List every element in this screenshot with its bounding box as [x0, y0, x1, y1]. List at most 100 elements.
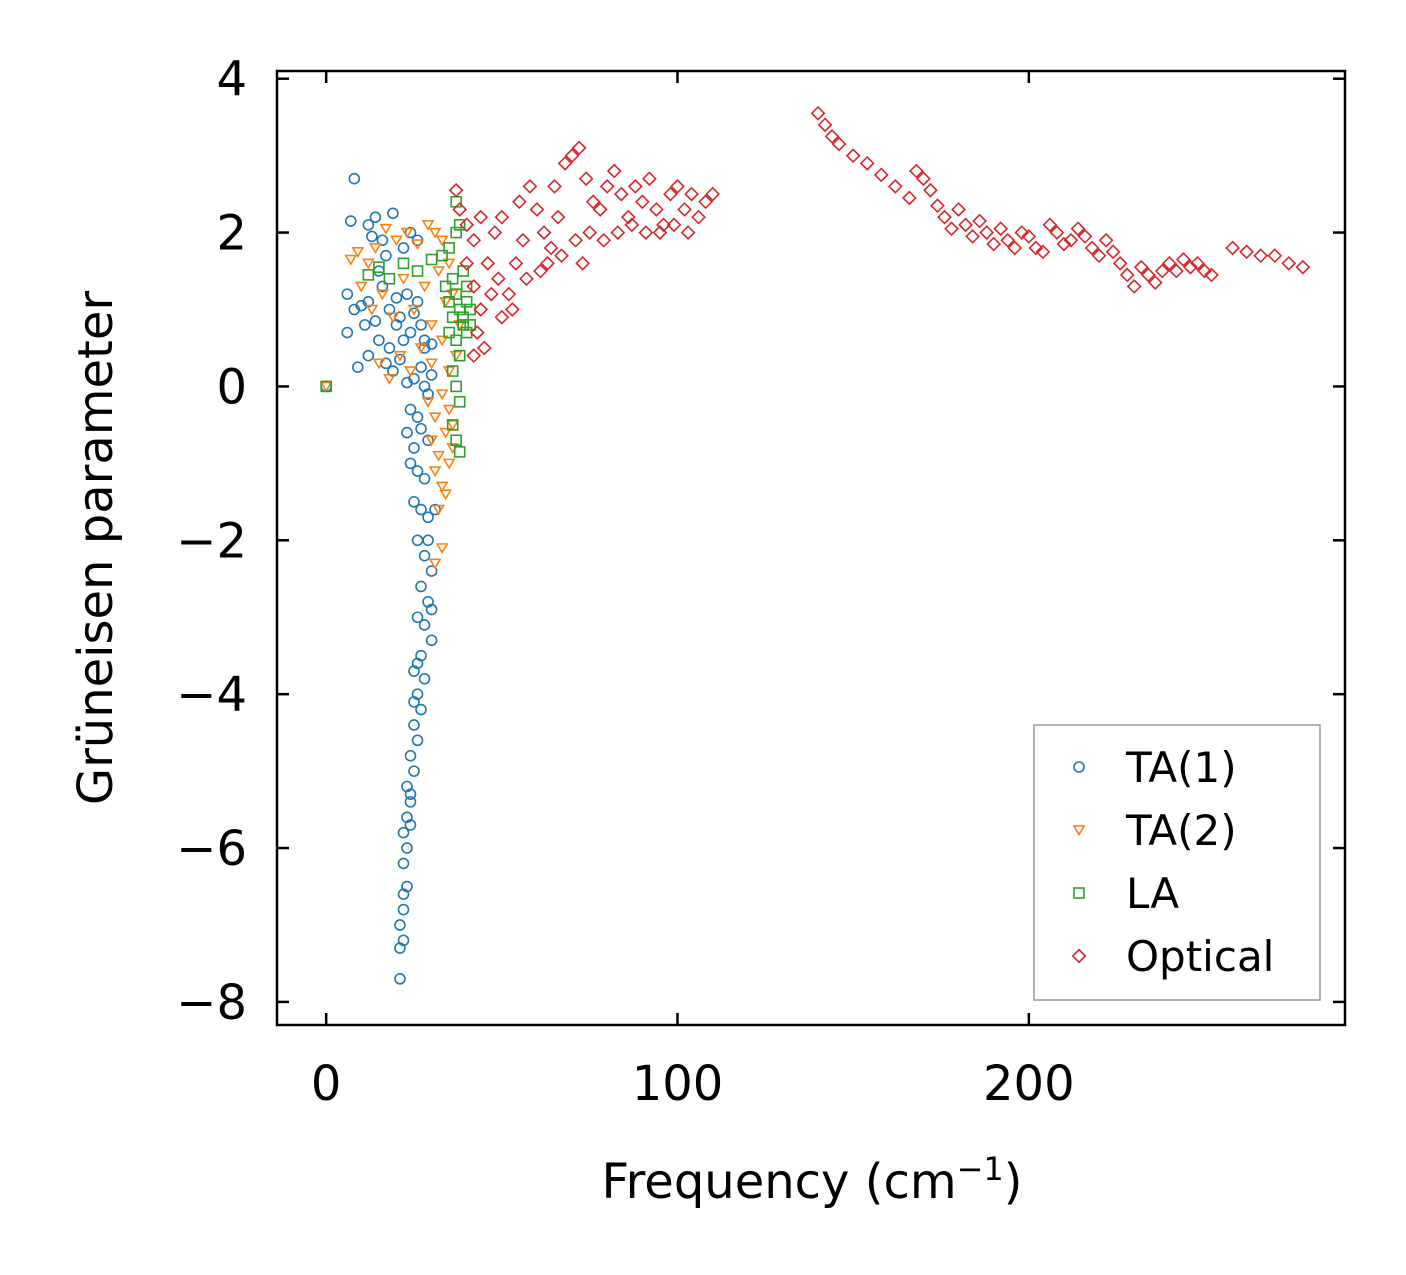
- data-point: [404, 366, 417, 378]
- data-point: [916, 171, 931, 187]
- x-tick-label: 0: [311, 1056, 342, 1112]
- data-point: [1225, 240, 1240, 256]
- data-point: [401, 288, 413, 300]
- data-point: [425, 320, 438, 331]
- data-point: [394, 353, 406, 366]
- data-point: [341, 326, 354, 339]
- data-point: [705, 186, 721, 202]
- data-point: [415, 503, 427, 516]
- data-point: [369, 211, 382, 223]
- data-point: [387, 207, 399, 220]
- data-point: [480, 255, 496, 271]
- data-point: [397, 334, 410, 347]
- data-point: [439, 297, 453, 308]
- data-point: [404, 796, 417, 808]
- data-point: [408, 496, 420, 508]
- data-point: [1190, 255, 1205, 271]
- data-point: [404, 326, 417, 339]
- data-point: [873, 167, 889, 183]
- y-tick-label: −8: [176, 975, 247, 1031]
- data-point: [435, 389, 449, 401]
- data-point: [443, 296, 455, 308]
- data-point: [450, 288, 462, 300]
- data-point: [401, 426, 413, 439]
- data-point: [319, 381, 333, 393]
- data-point: [432, 504, 446, 516]
- data-point: [439, 427, 453, 439]
- data-point: [656, 217, 671, 233]
- data-point: [415, 703, 427, 716]
- data-point: [1084, 240, 1100, 256]
- data-point: [450, 334, 462, 347]
- legend-label: Optical: [1126, 932, 1274, 981]
- data-point: [446, 289, 460, 301]
- data-point: [1007, 240, 1023, 256]
- data-point: [547, 179, 562, 194]
- data-point: [414, 343, 428, 355]
- data-point: [408, 719, 420, 731]
- data-point: [422, 511, 434, 524]
- data-point: [606, 163, 622, 179]
- y-tick-label: −2: [176, 513, 247, 569]
- data-point: [522, 179, 538, 194]
- data-point: [453, 396, 466, 408]
- data-point: [1176, 252, 1191, 267]
- data-point: [401, 842, 413, 854]
- data-point: [1077, 229, 1093, 244]
- data-point: [460, 280, 473, 293]
- data-point: [1133, 259, 1149, 275]
- data-point: [1239, 244, 1255, 260]
- data-point: [473, 209, 489, 225]
- data-point: [512, 194, 527, 210]
- data-point: [425, 603, 438, 616]
- x-axis-label: Frequency (cm−1): [601, 1150, 1022, 1210]
- data-point: [439, 489, 453, 501]
- data-point: [666, 217, 682, 233]
- data-point: [476, 340, 492, 356]
- data-point: [415, 580, 427, 593]
- data-point: [578, 171, 594, 187]
- data-point: [536, 225, 552, 240]
- data-point: [450, 380, 462, 393]
- data-point: [1183, 259, 1198, 275]
- data-point: [359, 319, 371, 331]
- data-point: [1035, 244, 1051, 260]
- data-point: [1042, 217, 1058, 233]
- data-point: [375, 289, 389, 301]
- data-point: [421, 220, 435, 231]
- data-point: [397, 242, 410, 254]
- data-point: [442, 458, 456, 470]
- data-point: [408, 765, 420, 777]
- data-point: [354, 281, 368, 293]
- data-point: [442, 404, 456, 416]
- data-point: [379, 223, 393, 235]
- data-point: [418, 281, 431, 293]
- data-point: [362, 349, 375, 362]
- data-point: [404, 749, 417, 762]
- data-point: [400, 227, 414, 239]
- data-point: [453, 219, 466, 231]
- data-point: [1070, 221, 1086, 237]
- data-point: [376, 280, 389, 293]
- data-point: [411, 734, 424, 747]
- data-point: [453, 349, 466, 362]
- data-point: [390, 319, 403, 331]
- data-point: [1197, 263, 1212, 279]
- data-point: [376, 234, 389, 247]
- data-point: [432, 266, 446, 278]
- data-point: [457, 311, 469, 323]
- data-point: [422, 388, 434, 400]
- data-point: [887, 179, 903, 194]
- data-point: [436, 249, 448, 262]
- data-point: [404, 788, 417, 800]
- data-point: [352, 361, 364, 374]
- data-point: [446, 420, 460, 431]
- data-point: [450, 434, 462, 447]
- data-point: [460, 296, 473, 308]
- axis-ticks: 0 100 200 −8 −6 −4 −2 0 2 4: [176, 52, 1345, 1112]
- data-point: [442, 258, 456, 270]
- y-tick-label: 0: [216, 359, 247, 415]
- data-point: [404, 457, 417, 470]
- data-point: [592, 202, 608, 217]
